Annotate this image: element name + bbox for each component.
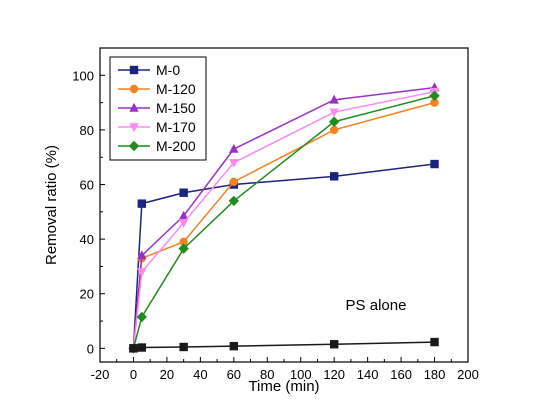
y-tick-label: 60 bbox=[80, 178, 94, 193]
legend-entry: M-0 bbox=[118, 62, 180, 78]
x-tick-label: 100 bbox=[290, 367, 312, 382]
data-point-m-150 bbox=[178, 210, 189, 220]
x-tick-label: 20 bbox=[160, 367, 174, 382]
y-tick-label: 40 bbox=[80, 232, 94, 247]
legend-entry: M-170 bbox=[118, 119, 196, 135]
data-point-m-120 bbox=[229, 177, 239, 186]
series-line-m-0 bbox=[132, 163, 435, 349]
legend-swatch-marker bbox=[129, 123, 139, 133]
data-point-m-120 bbox=[430, 98, 439, 107]
legend: M-0 M-120 M-150 M-170 M-200 bbox=[109, 56, 207, 161]
series-line-m-200 bbox=[132, 95, 435, 349]
legend-entry: M-120 bbox=[118, 81, 196, 97]
data-point-m-170 bbox=[229, 158, 239, 168]
data-point-m-170 bbox=[137, 268, 147, 278]
x-tick-label: 120 bbox=[323, 367, 345, 382]
x-tick-label: 140 bbox=[357, 367, 379, 382]
data-point-m-0 bbox=[137, 199, 147, 208]
legend-swatch-marker bbox=[129, 84, 139, 94]
series-m-0 bbox=[129, 159, 439, 353]
data-point-m-0 bbox=[179, 188, 188, 197]
x-tick-label: 0 bbox=[130, 367, 137, 382]
x-tick-label: 80 bbox=[260, 367, 274, 382]
data-point-m-170 bbox=[178, 219, 189, 228]
x-tick-label: 60 bbox=[227, 367, 241, 382]
legend-entry: M-200 bbox=[118, 138, 196, 154]
axes: -20 0 20 40 60 80 100 120 140 160 180 200 0 20 40 60 80 1… bbox=[43, 47, 479, 395]
data-point-ps-alone bbox=[129, 344, 138, 353]
data-point-m-120 bbox=[179, 237, 188, 247]
data-point-ps-alone bbox=[430, 337, 439, 347]
y-tick-label: 80 bbox=[80, 123, 94, 138]
legend-swatch-marker bbox=[128, 140, 140, 152]
series-ps-alone bbox=[129, 337, 439, 353]
x-tick-label: 40 bbox=[193, 367, 207, 382]
x-tick-label: 180 bbox=[424, 367, 446, 382]
data-point-m-200 bbox=[228, 195, 240, 207]
y-tick-label: 100 bbox=[72, 68, 94, 83]
data-point-ps-alone bbox=[179, 342, 188, 352]
x-tick-label: 160 bbox=[390, 367, 412, 382]
data-point-m-120 bbox=[329, 125, 339, 135]
legend-label: M-0 bbox=[156, 62, 180, 78]
annotations: PS alone bbox=[346, 297, 407, 314]
legend-swatch-marker bbox=[129, 65, 139, 75]
data-point-m-200 bbox=[136, 311, 148, 323]
data-point-m-150 bbox=[229, 143, 239, 153]
legend-label: M-120 bbox=[156, 81, 196, 97]
data-point-m-200 bbox=[178, 243, 189, 254]
data-point-m-0 bbox=[329, 172, 339, 181]
legend-entry: M-150 bbox=[118, 100, 196, 116]
data-point-m-0 bbox=[430, 159, 439, 169]
data-point-ps-alone bbox=[229, 341, 239, 351]
x-axis-title: Time (min) bbox=[248, 378, 319, 395]
data-point-m-200 bbox=[429, 90, 440, 101]
y-tick-label: 20 bbox=[80, 287, 94, 302]
series-line-m-170 bbox=[132, 90, 435, 349]
legend-swatch-marker bbox=[129, 102, 139, 112]
data-point-m-150 bbox=[137, 250, 147, 260]
x-tick-label: -20 bbox=[91, 367, 110, 382]
y-axis-title: Removal ratio (%) bbox=[43, 145, 60, 265]
x-tick-label: 200 bbox=[457, 367, 479, 382]
legend-label: M-150 bbox=[156, 100, 196, 116]
series-layer bbox=[128, 82, 440, 354]
data-point-m-170 bbox=[329, 108, 339, 118]
y-tick-label: 0 bbox=[87, 341, 94, 356]
annotation-label: PS alone bbox=[346, 297, 407, 314]
data-point-m-200 bbox=[328, 116, 340, 127]
legend-label: M-200 bbox=[156, 138, 196, 154]
legend-label: M-170 bbox=[156, 119, 196, 135]
series-line-ps-alone bbox=[133, 341, 435, 350]
data-point-ps-alone bbox=[329, 340, 339, 349]
data-point-ps-alone bbox=[137, 343, 147, 352]
data-point-m-150 bbox=[329, 94, 339, 104]
